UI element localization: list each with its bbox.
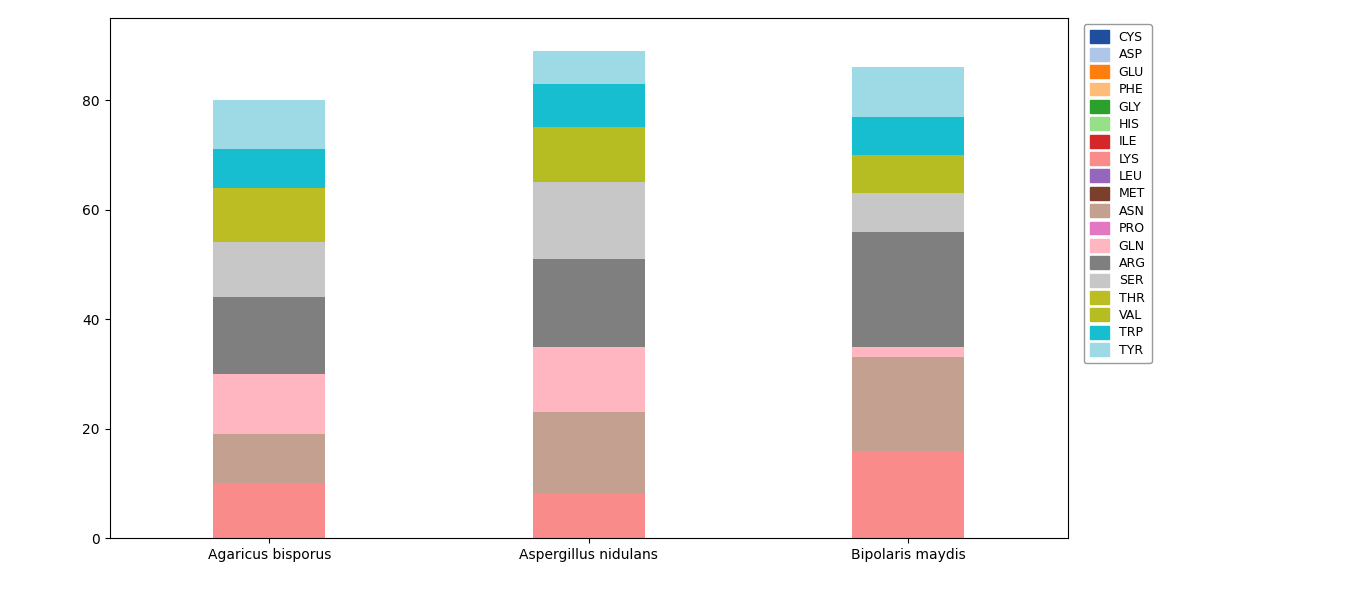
Bar (533, 51, 645, 84)
Bar (533, 182, 645, 259)
Bar (533, 495, 645, 538)
Bar (852, 155, 964, 193)
Bar (214, 188, 324, 242)
Bar (214, 100, 324, 150)
Bar (533, 259, 645, 346)
Bar (533, 346, 645, 412)
Bar (533, 127, 645, 182)
Bar (852, 193, 964, 231)
Bar (533, 412, 645, 495)
Bar (214, 150, 324, 188)
Bar (214, 374, 324, 434)
Bar (852, 346, 964, 358)
Bar (852, 67, 964, 117)
Bar (214, 242, 324, 297)
Bar (214, 483, 324, 538)
Bar (852, 231, 964, 346)
Bar (852, 450, 964, 538)
Bar (852, 358, 964, 450)
Bar (214, 434, 324, 483)
Bar (214, 297, 324, 374)
Bar (852, 117, 964, 155)
Bar (533, 84, 645, 127)
Legend: CYS, ASP, GLU, PHE, GLY, HIS, ILE, LYS, LEU, MET, ASN, PRO, GLN, ARG, SER, THR, : CYS, ASP, GLU, PHE, GLY, HIS, ILE, LYS, … (1084, 24, 1151, 363)
